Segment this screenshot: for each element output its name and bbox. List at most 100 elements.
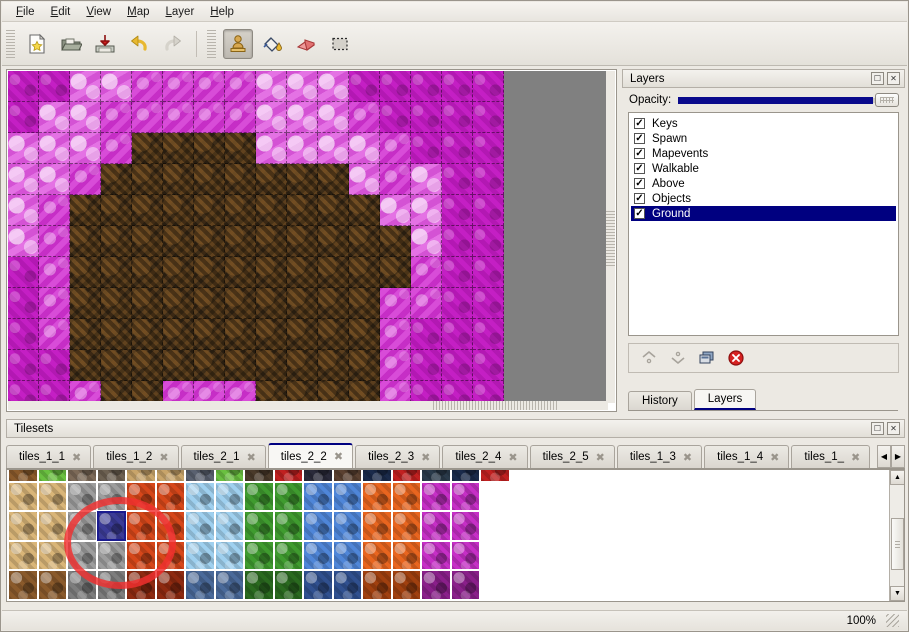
palette-tile[interactable] bbox=[332, 481, 362, 511]
map-viewport[interactable] bbox=[8, 71, 608, 403]
map-tile[interactable] bbox=[132, 226, 163, 257]
palette-tile[interactable] bbox=[509, 470, 539, 482]
map-tile[interactable] bbox=[101, 133, 132, 164]
map-tile[interactable] bbox=[225, 381, 256, 403]
map-tile[interactable] bbox=[101, 319, 132, 350]
palette-tile[interactable] bbox=[421, 511, 451, 541]
map-tile[interactable] bbox=[349, 102, 380, 133]
map-tile[interactable] bbox=[163, 226, 194, 257]
palette-tile[interactable] bbox=[96, 570, 126, 600]
map-tile[interactable] bbox=[287, 133, 318, 164]
map-tile[interactable] bbox=[411, 195, 442, 226]
palette-tile[interactable] bbox=[450, 511, 480, 541]
map-tile[interactable] bbox=[163, 257, 194, 288]
palette-tile[interactable] bbox=[8, 570, 38, 600]
scroll-left-icon[interactable]: ◀ bbox=[877, 445, 891, 468]
map-tile[interactable] bbox=[380, 195, 411, 226]
map-tile[interactable] bbox=[349, 381, 380, 403]
palette-tile[interactable] bbox=[450, 540, 480, 570]
close-tab-icon[interactable]: ✖ bbox=[595, 451, 605, 464]
palette-tile[interactable] bbox=[185, 570, 215, 600]
map-tile[interactable] bbox=[70, 164, 101, 195]
palette-tile[interactable] bbox=[391, 540, 421, 570]
palette-tile[interactable] bbox=[509, 570, 539, 600]
map-tile[interactable] bbox=[132, 381, 163, 403]
map-tile[interactable] bbox=[225, 288, 256, 319]
palette-tile[interactable] bbox=[362, 511, 392, 541]
raise-layer-button[interactable] bbox=[639, 348, 659, 368]
map-tile[interactable] bbox=[225, 133, 256, 164]
palette-tile[interactable] bbox=[67, 511, 97, 541]
layer-row[interactable]: ✓ Above bbox=[631, 176, 896, 191]
map-tile[interactable] bbox=[318, 288, 349, 319]
map-tile[interactable] bbox=[380, 164, 411, 195]
map-tile[interactable] bbox=[194, 226, 225, 257]
map-tile[interactable] bbox=[318, 102, 349, 133]
map-tile[interactable] bbox=[8, 133, 39, 164]
palette-tile[interactable] bbox=[96, 540, 126, 570]
map-tile[interactable] bbox=[411, 164, 442, 195]
map-tile[interactable] bbox=[287, 288, 318, 319]
map-tile[interactable] bbox=[132, 102, 163, 133]
delete-layer-button[interactable] bbox=[726, 348, 746, 368]
map-tile[interactable] bbox=[256, 319, 287, 350]
palette-tile[interactable] bbox=[273, 570, 303, 600]
palette-tile[interactable] bbox=[391, 511, 421, 541]
map-tile[interactable] bbox=[132, 288, 163, 319]
map-tile[interactable] bbox=[473, 257, 504, 288]
map-tile[interactable] bbox=[39, 226, 70, 257]
scroll-up-icon[interactable]: ▲ bbox=[890, 470, 904, 485]
palette-tile[interactable] bbox=[303, 481, 333, 511]
map-tile[interactable] bbox=[318, 133, 349, 164]
map-tile[interactable] bbox=[8, 319, 39, 350]
map-tile[interactable] bbox=[473, 195, 504, 226]
close-tab-icon[interactable]: ✖ bbox=[333, 451, 344, 463]
map-tile[interactable] bbox=[8, 71, 39, 102]
map-tile[interactable] bbox=[442, 257, 473, 288]
map-tile[interactable] bbox=[163, 71, 194, 102]
palette-tile[interactable] bbox=[126, 511, 156, 541]
undo-button[interactable] bbox=[124, 29, 154, 59]
map-tile[interactable] bbox=[8, 257, 39, 288]
palette-tile[interactable] bbox=[480, 470, 510, 482]
map-tile[interactable] bbox=[39, 195, 70, 226]
palette-tile[interactable] bbox=[421, 540, 451, 570]
map-tile[interactable] bbox=[349, 164, 380, 195]
map-tile[interactable] bbox=[101, 164, 132, 195]
menu-view[interactable]: View bbox=[86, 5, 112, 18]
redo-button[interactable] bbox=[158, 29, 188, 59]
close-tab-icon[interactable]: ✖ bbox=[508, 451, 518, 464]
map-tile[interactable] bbox=[287, 71, 318, 102]
layers-dock-tabs[interactable]: History Layers bbox=[628, 389, 898, 411]
map-tile[interactable] bbox=[442, 102, 473, 133]
palette-tile[interactable] bbox=[509, 511, 539, 541]
map-tile[interactable] bbox=[349, 350, 380, 381]
palette-tile[interactable] bbox=[421, 481, 451, 511]
tileset-tab-tiles_2_3[interactable]: tiles_2_3 ✖ bbox=[355, 445, 441, 468]
palette-tile[interactable] bbox=[244, 570, 274, 600]
map-tile[interactable] bbox=[411, 319, 442, 350]
duplicate-layer-button[interactable] bbox=[697, 348, 717, 368]
layer-row[interactable]: ✓ Objects bbox=[631, 191, 896, 206]
tile-palette-grid[interactable] bbox=[8, 470, 539, 600]
map-tile[interactable] bbox=[194, 350, 225, 381]
map-tile[interactable] bbox=[287, 319, 318, 350]
palette-tile[interactable] bbox=[214, 540, 244, 570]
palette-tile[interactable] bbox=[421, 470, 451, 482]
map-tile[interactable] bbox=[8, 350, 39, 381]
map-tile[interactable] bbox=[318, 164, 349, 195]
map-tile[interactable] bbox=[101, 226, 132, 257]
layer-row[interactable]: ✓ Walkable bbox=[631, 161, 896, 176]
palette-tile[interactable] bbox=[8, 540, 38, 570]
scroll-down-icon[interactable]: ▼ bbox=[890, 586, 904, 601]
map-tile[interactable] bbox=[380, 226, 411, 257]
close-tab-icon[interactable]: ✖ bbox=[72, 451, 82, 464]
dock-tab-layers[interactable]: Layers bbox=[693, 389, 757, 410]
map-tile[interactable] bbox=[256, 102, 287, 133]
map-tile[interactable] bbox=[442, 350, 473, 381]
close-tab-icon[interactable]: ✖ bbox=[851, 451, 861, 464]
map-tile[interactable] bbox=[473, 102, 504, 133]
map-tile[interactable] bbox=[70, 133, 101, 164]
map-tile[interactable] bbox=[442, 226, 473, 257]
map-tile[interactable] bbox=[442, 133, 473, 164]
